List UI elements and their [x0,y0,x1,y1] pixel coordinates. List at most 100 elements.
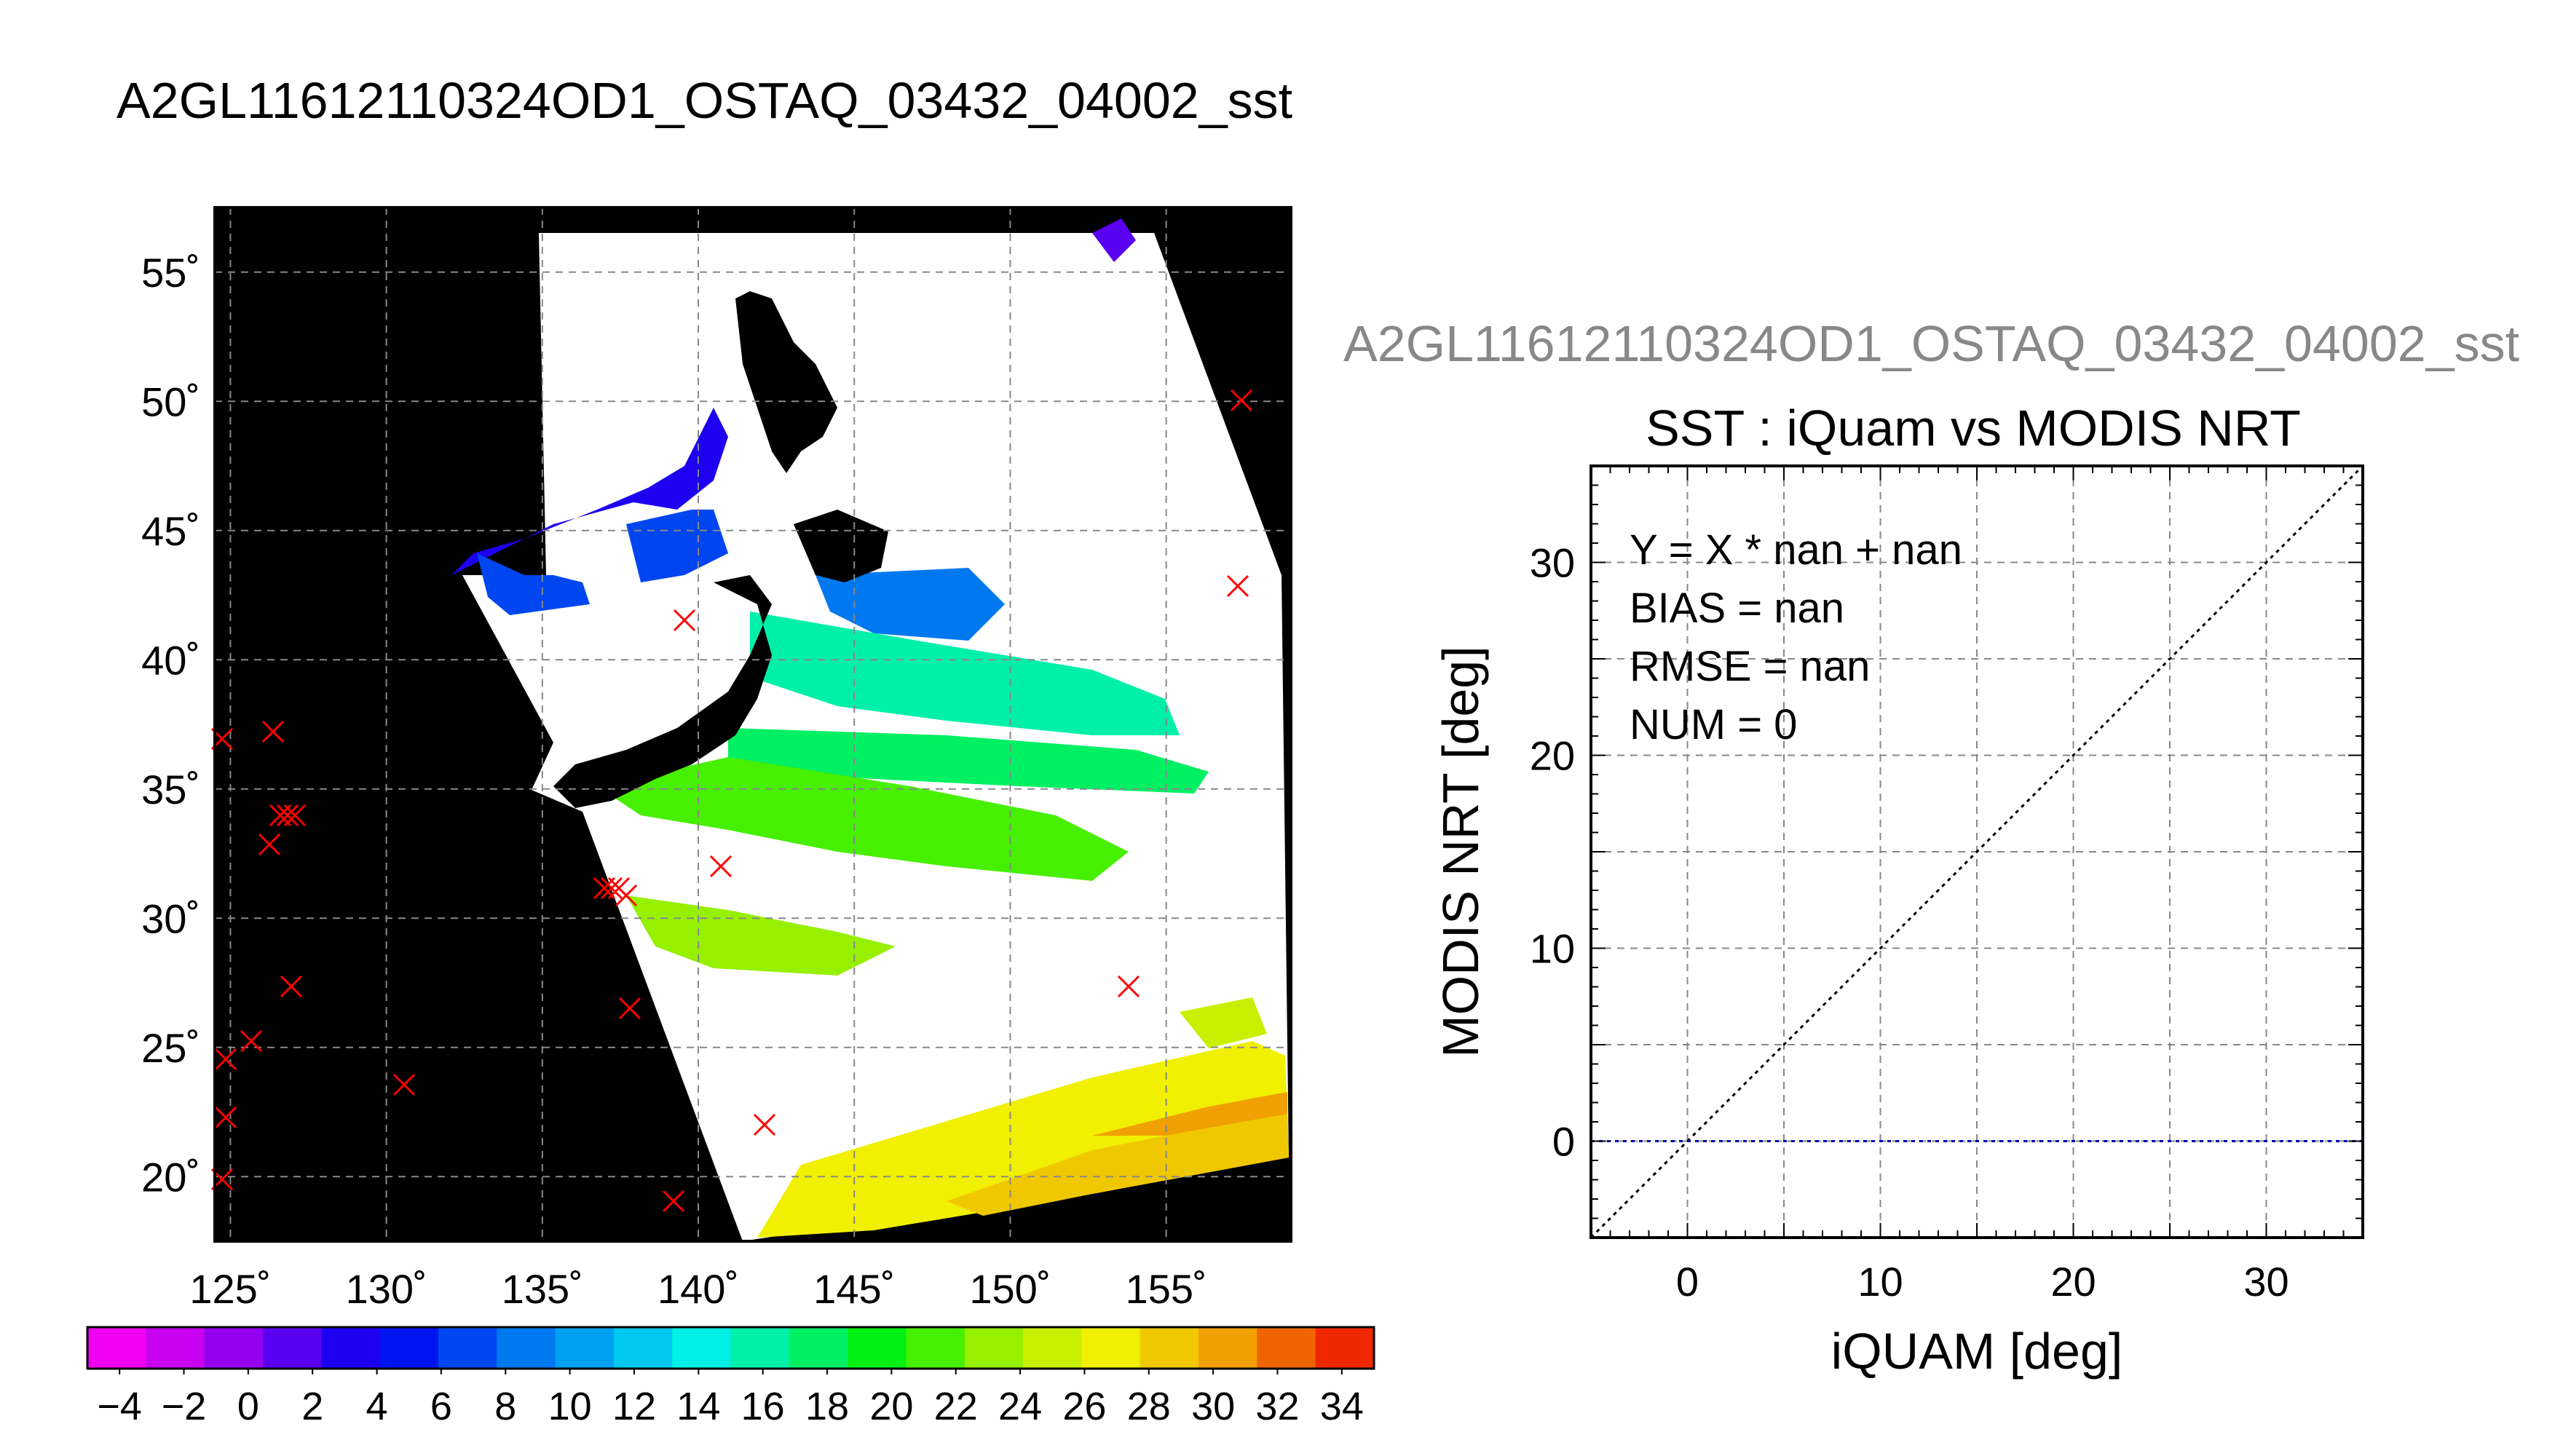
stats-annotations: Y = X * nan + nan BIAS = nan RMSE = nan NUM… [1630,526,1962,748]
chart-title: SST : iQuam vs MODIS NRT [1646,400,2301,456]
colorbar-segment [555,1327,615,1369]
marker-stroke [753,1113,776,1136]
marker-stroke [392,1073,416,1096]
colorbar-label: 26 [1062,1385,1106,1428]
scatter-file-title: A2GL11612110324OD1_OSTAQ_03432_04002_sst [1343,315,2520,372]
marker-stroke [240,1029,263,1053]
colorbar-label: 34 [1320,1385,1364,1428]
marker-stroke [618,997,641,1020]
y-axis-label: MODIS NRT [deg] [1432,646,1489,1057]
lon-tick-label: 125˚ [189,1266,271,1312]
lat-tick-label: 35˚ [141,767,200,812]
insitu-marker [1117,975,1140,998]
y-tick-label: 10 [1530,926,1575,972]
stats-annotation: RMSE = nan [1630,643,1870,690]
swath-north [539,233,1282,575]
sst-band-north-edge [1092,218,1136,262]
marker-stroke [1226,574,1249,598]
marker-stroke [258,833,281,856]
x-tick-label: 20 [2050,1259,2096,1305]
x-tick-label: 30 [2243,1259,2289,1305]
colorbar-label: 14 [676,1385,720,1428]
colorbar-segment [848,1327,907,1369]
stats-annotation: Y = X * nan + nan [1630,526,1962,574]
insitu-marker [280,975,303,998]
sst-band-26 [626,895,896,976]
insitu-marker [615,884,638,907]
colorbar-segment [906,1327,965,1369]
stats-annotation: NUM = 0 [1630,701,1797,748]
colorbar-label: 28 [1127,1385,1171,1428]
sst-band-28 [757,1041,1289,1238]
colorbar-segment [262,1327,322,1369]
scatter-plot: SST : iQuam vs MODIS NRT 0 10 20 300102030 … [1432,400,2364,1380]
plot-frame [1590,464,2364,1239]
colorbar-label: 22 [934,1385,978,1428]
land-hokkaido [794,510,888,582]
lon-tick-label: 135˚ [502,1266,583,1312]
marker-stroke [1230,389,1253,412]
lat-tick-label: 50˚ [141,379,200,424]
colorbar-label: 32 [1255,1385,1299,1428]
sst-band-27 [1180,997,1267,1048]
stats-annotation: BIAS = nan [1630,585,1844,632]
colorbar-segment [613,1327,673,1369]
x-tick-label: 10 [1857,1259,1903,1305]
colorbar-label: 0 [237,1385,259,1428]
insitu-markers [210,389,1253,1213]
marker-stroke [615,884,638,907]
y-tick-label: 0 [1552,1119,1575,1165]
insitu-marker [673,609,696,632]
colorbar-label: 2 [301,1385,323,1428]
colorbar-segment [204,1327,264,1369]
marker-stroke [261,720,285,743]
sst-band-18 [750,612,1180,735]
colorbar-frame [86,1326,1375,1370]
sst-map: 125˚ 130˚ 135˚ 140˚ 145˚ 150˚ 155˚ 20˚ 25˚ 30˚ 35˚… [141,206,1292,1312]
insitu-marker [214,1106,237,1129]
x-tick-label: 0 [1676,1259,1699,1305]
insitu-marker [709,855,732,878]
colorbar-label: 6 [430,1385,452,1428]
colorbar-label: 24 [998,1385,1042,1428]
colorbar-label: 30 [1191,1385,1235,1428]
lon-tick-label: 140˚ [657,1266,739,1312]
insitu-marker [240,1029,263,1053]
sst-band-oyashio [816,568,1005,641]
marker-stroke [280,975,303,998]
lat-tick-label: 30˚ [141,895,200,941]
land-sakhalin [735,291,837,473]
marker-stroke [276,804,299,827]
colorbar-label: 12 [612,1385,656,1428]
colorbar-label: 16 [741,1385,785,1428]
lat-tick-label: 20˚ [141,1154,200,1200]
marker-stroke [709,855,732,878]
sst-band-japan-sea-north [477,553,590,615]
insitu-marker [392,1073,416,1096]
colorbar-segment [87,1327,146,1369]
insitu-marker [1226,574,1249,598]
colorbar-segment [438,1327,497,1369]
colorbar-segment [1140,1327,1199,1369]
colorbar-segment [789,1327,848,1369]
y-tick-label: 20 [1530,733,1575,779]
sst-band-24 [597,757,1129,881]
lon-tick-label: 145˚ [813,1266,895,1312]
map-tick-labels: 125˚ 130˚ 135˚ 140˚ 145˚ 150˚ 155˚ 20˚ 25˚ 30˚ 35˚… [141,250,1207,1312]
colorbar-label: −2 [162,1385,207,1428]
map-grid [215,207,1291,1241]
marker-stroke [214,1048,237,1071]
lat-tick-label: 25˚ [141,1025,200,1071]
map-frame [213,206,1292,1243]
sst-band-29 [947,1107,1289,1216]
colorbar-segment [672,1327,731,1369]
colorbar-label: −4 [97,1385,142,1428]
lat-tick-label: 40˚ [141,637,200,683]
insitu-marker [753,1113,776,1136]
colorbar-segment [146,1327,205,1369]
marker-stroke [214,1106,237,1129]
land-honshu [553,575,772,808]
colorbar-label: 10 [548,1385,592,1428]
page-title: A2GL11612110324OD1_OSTAQ_03432_04002_sst [117,72,1293,129]
